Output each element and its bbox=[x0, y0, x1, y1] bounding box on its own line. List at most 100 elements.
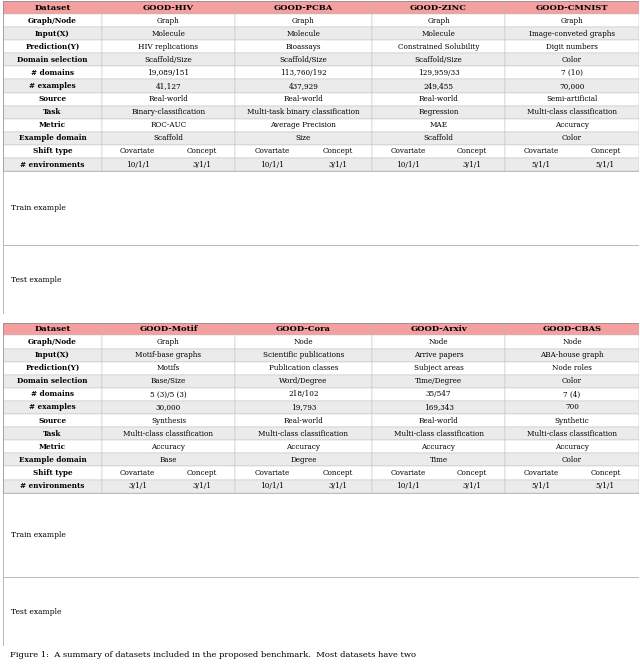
Text: Bioassays: Bioassays bbox=[285, 43, 321, 51]
Bar bbox=[102, 40, 235, 54]
Bar bbox=[505, 375, 639, 388]
Bar bbox=[505, 323, 639, 335]
Text: Multi-class classification: Multi-class classification bbox=[527, 108, 617, 116]
Bar bbox=[372, 158, 505, 171]
Bar bbox=[505, 362, 639, 375]
Bar bbox=[235, 27, 372, 40]
Bar bbox=[372, 106, 505, 118]
Text: GOOD-HIV: GOOD-HIV bbox=[143, 3, 194, 11]
Bar bbox=[235, 440, 372, 454]
Bar bbox=[372, 27, 505, 40]
Bar bbox=[3, 375, 102, 388]
Text: Molecule: Molecule bbox=[287, 29, 321, 37]
Text: Graph: Graph bbox=[561, 17, 584, 25]
Bar bbox=[3, 118, 102, 132]
Bar bbox=[235, 414, 372, 427]
Text: 3/1/1: 3/1/1 bbox=[192, 161, 211, 169]
Bar bbox=[3, 480, 102, 492]
Bar bbox=[505, 27, 639, 40]
Bar bbox=[372, 66, 505, 80]
Text: Task: Task bbox=[44, 108, 61, 116]
Bar bbox=[505, 414, 639, 427]
Text: Dataset: Dataset bbox=[35, 325, 70, 333]
Bar bbox=[3, 362, 102, 375]
Text: Color: Color bbox=[562, 56, 582, 64]
Text: Covariate: Covariate bbox=[524, 147, 559, 155]
Text: Input(X): Input(X) bbox=[35, 351, 70, 359]
Bar bbox=[372, 414, 505, 427]
Bar bbox=[3, 92, 102, 106]
Bar bbox=[505, 440, 639, 454]
Text: Molecule: Molecule bbox=[422, 29, 456, 37]
Text: Domain selection: Domain selection bbox=[17, 377, 88, 385]
Text: Real-world: Real-world bbox=[419, 417, 458, 425]
Bar bbox=[3, 427, 102, 440]
Text: Test example: Test example bbox=[11, 276, 61, 284]
Text: Metric: Metric bbox=[39, 443, 66, 451]
Text: Metric: Metric bbox=[39, 121, 66, 129]
Text: 3/1/1: 3/1/1 bbox=[462, 161, 481, 169]
Text: Graph/Node: Graph/Node bbox=[28, 17, 77, 25]
Text: 41,127: 41,127 bbox=[156, 82, 181, 90]
Text: # environments: # environments bbox=[20, 482, 84, 490]
Text: Graph: Graph bbox=[427, 17, 450, 25]
Text: ABA-house graph: ABA-house graph bbox=[540, 351, 604, 359]
Text: Synthetic: Synthetic bbox=[555, 417, 589, 425]
Bar bbox=[235, 454, 372, 466]
Text: 129,959/33: 129,959/33 bbox=[418, 69, 460, 77]
Bar bbox=[235, 362, 372, 375]
Bar bbox=[102, 466, 235, 480]
Text: 3/1/1: 3/1/1 bbox=[128, 482, 147, 490]
Bar bbox=[235, 323, 372, 335]
Bar bbox=[235, 480, 372, 492]
Bar bbox=[235, 66, 372, 80]
Text: 10/1/1: 10/1/1 bbox=[260, 161, 284, 169]
Text: Multi-class classification: Multi-class classification bbox=[394, 429, 484, 438]
Text: GOOD-Arxiv: GOOD-Arxiv bbox=[410, 325, 467, 333]
Bar bbox=[505, 118, 639, 132]
Text: Covariate: Covariate bbox=[524, 469, 559, 477]
Bar bbox=[505, 349, 639, 362]
Text: Molecule: Molecule bbox=[152, 29, 186, 37]
Text: Image-conveted graphs: Image-conveted graphs bbox=[529, 29, 615, 37]
Text: 30,000: 30,000 bbox=[156, 403, 181, 411]
Text: Test example: Test example bbox=[11, 608, 61, 616]
Text: Semi-artificial: Semi-artificial bbox=[547, 95, 598, 103]
Bar bbox=[235, 335, 372, 349]
Bar bbox=[372, 80, 505, 92]
Bar bbox=[372, 440, 505, 454]
Bar bbox=[372, 401, 505, 414]
Bar bbox=[235, 92, 372, 106]
Text: Binary-classification: Binary-classification bbox=[131, 108, 205, 116]
Text: Time: Time bbox=[429, 456, 447, 464]
Text: Covariate: Covariate bbox=[390, 469, 426, 477]
Text: 5/1/1: 5/1/1 bbox=[596, 161, 615, 169]
Bar bbox=[372, 14, 505, 27]
Text: GOOD-PCBA: GOOD-PCBA bbox=[274, 3, 333, 11]
Text: Real-world: Real-world bbox=[284, 417, 323, 425]
Bar bbox=[505, 454, 639, 466]
Text: Concept: Concept bbox=[323, 469, 353, 477]
Text: Graph: Graph bbox=[157, 338, 180, 346]
Text: Color: Color bbox=[562, 456, 582, 464]
Text: Real-world: Real-world bbox=[148, 95, 188, 103]
Text: 3/1/1: 3/1/1 bbox=[192, 482, 211, 490]
Bar bbox=[505, 1, 639, 14]
Bar bbox=[3, 440, 102, 454]
Text: 70,000: 70,000 bbox=[559, 82, 585, 90]
Text: Prediction(Y): Prediction(Y) bbox=[25, 364, 79, 372]
Text: Graph/Node: Graph/Node bbox=[28, 338, 77, 346]
Bar bbox=[235, 375, 372, 388]
Bar bbox=[505, 40, 639, 54]
Bar bbox=[102, 145, 235, 158]
Text: ROC-AUC: ROC-AUC bbox=[150, 121, 187, 129]
Bar bbox=[102, 440, 235, 454]
Text: Average Precision: Average Precision bbox=[271, 121, 337, 129]
Text: GOOD-Cora: GOOD-Cora bbox=[276, 325, 331, 333]
Text: Task: Task bbox=[44, 429, 61, 438]
Text: Time/Degree: Time/Degree bbox=[415, 377, 462, 385]
Bar bbox=[3, 401, 102, 414]
Text: Node: Node bbox=[562, 338, 582, 346]
Bar bbox=[505, 66, 639, 80]
Text: Real-world: Real-world bbox=[284, 95, 323, 103]
